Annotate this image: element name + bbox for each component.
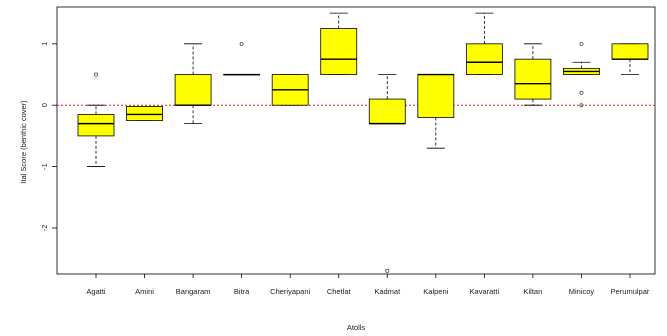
x-axis-title: Atolls xyxy=(347,323,366,332)
x-tick-label: Kavaratti xyxy=(470,287,500,296)
x-tick-label: Kalpeni xyxy=(423,287,448,296)
box-amini xyxy=(126,106,163,121)
box-minicoy xyxy=(563,41,600,108)
x-tick-label: Cheriyapani xyxy=(270,287,310,296)
box-kiltan xyxy=(514,43,552,106)
iqr-box xyxy=(465,43,503,75)
iqr-box xyxy=(514,58,552,100)
x-tick-label: Amini xyxy=(135,287,154,296)
x-tick-label: Perumulpar xyxy=(611,287,650,296)
y-axis: -2 -1 0 1 xyxy=(40,42,57,232)
box-kavaratti xyxy=(465,12,503,75)
box-bangaram xyxy=(174,43,212,125)
outlier-point xyxy=(94,72,99,77)
y-tick-label: 0 xyxy=(40,103,49,107)
iqr-box xyxy=(368,98,406,125)
box-kadmat xyxy=(368,74,406,273)
x-axis: Agatti Amini Bangaram Bitra Cheriyapani Chetl… xyxy=(86,274,650,296)
box-perumulpar xyxy=(611,43,649,75)
iqr-box xyxy=(126,106,163,121)
box-agatti xyxy=(77,72,115,167)
iqr-box xyxy=(320,28,358,75)
iqr-box xyxy=(417,74,455,118)
y-axis-title: Ital Score (benthic cover) xyxy=(19,100,28,184)
box-chetlat xyxy=(320,12,358,75)
x-tick-label: Kadmat xyxy=(374,287,401,296)
boxes-group xyxy=(77,12,649,273)
x-tick-label: Minicoy xyxy=(569,287,595,296)
outlier-point xyxy=(579,41,584,46)
x-tick-label: Kiltan xyxy=(524,287,543,296)
box-bitra xyxy=(223,41,261,76)
iqr-box xyxy=(77,114,115,137)
y-tick-label: -2 xyxy=(40,225,49,232)
box-cheriyapani xyxy=(271,74,309,106)
iqr-box xyxy=(611,43,649,60)
y-tick-label: 1 xyxy=(40,42,49,46)
x-tick-label: Bangaram xyxy=(176,287,211,296)
box-kalpeni xyxy=(417,73,455,149)
outlier-point xyxy=(579,103,584,108)
x-tick-label: Chetlat xyxy=(327,287,352,296)
y-tick-label: -1 xyxy=(40,163,49,170)
outlier-point xyxy=(579,90,584,95)
outlier-point xyxy=(385,268,390,273)
plot-frame xyxy=(56,6,656,275)
outlier-point xyxy=(239,41,244,46)
x-tick-label: Bitra xyxy=(234,287,250,296)
iqr-box xyxy=(174,74,212,106)
x-tick-label: Agatti xyxy=(86,287,106,296)
